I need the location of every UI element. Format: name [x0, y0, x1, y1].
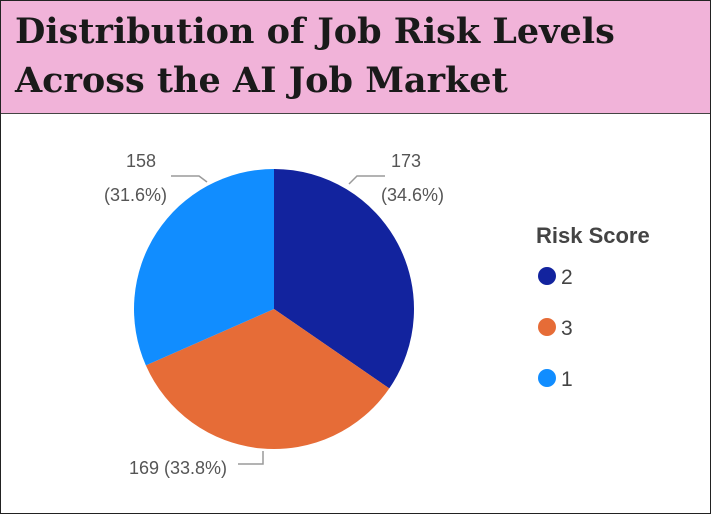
data-label-1-percent: (31.6%) — [104, 185, 167, 205]
title-bar: Distribution of Job Risk Levels Across t… — [1, 1, 710, 114]
leader-lines — [171, 175, 385, 465]
legend-label-1: 1 — [561, 368, 573, 391]
pie-slice-1[interactable] — [134, 169, 274, 366]
legend-label-2: 2 — [561, 266, 573, 289]
data-label-1-count: 158 — [126, 151, 156, 171]
legend-marker-1 — [538, 369, 556, 387]
pie-slice-2[interactable] — [274, 169, 415, 389]
data-label-2-count: 173 — [391, 151, 421, 171]
legend-title: Risk Score — [536, 223, 650, 248]
legend-label-3: 3 — [561, 317, 573, 340]
legend: Risk Score 2 3 1 — [536, 223, 650, 391]
data-label-3: 169 (33.8%) — [129, 458, 227, 478]
data-label-2-percent: (34.6%) — [381, 185, 444, 205]
chart-title: Distribution of Job Risk Levels Across t… — [15, 11, 615, 101]
pie-slice-3[interactable] — [145, 309, 390, 450]
leader-line-1 — [171, 175, 208, 183]
legend-marker-3 — [538, 318, 556, 336]
leader-line-2 — [348, 175, 385, 185]
pie-slices — [134, 169, 415, 450]
leader-line-3 — [238, 451, 264, 465]
legend-marker-2 — [538, 267, 556, 285]
